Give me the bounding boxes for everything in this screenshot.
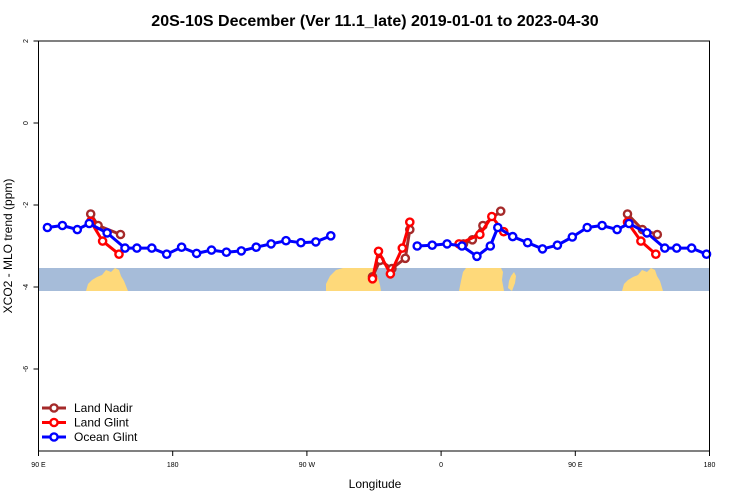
data-point	[651, 249, 661, 259]
data-point	[236, 246, 247, 256]
data-point	[507, 231, 518, 242]
data-point	[146, 243, 157, 253]
data-point	[296, 237, 306, 248]
y-axis: -6 -4 -2 0 2	[23, 39, 39, 372]
data-point	[636, 236, 646, 246]
x-tick-label: 90 W	[299, 462, 316, 469]
plot-frame	[38, 40, 710, 452]
y-axis-label: XCO2 - MLO trend (ppm)	[1, 179, 15, 314]
data-point	[495, 206, 506, 216]
data-point	[552, 240, 563, 250]
data-point	[404, 217, 415, 227]
series-2	[42, 218, 712, 262]
data-point	[597, 220, 607, 231]
data-point	[266, 239, 276, 249]
x-tick-label: 90 E	[31, 462, 46, 469]
data-point	[567, 232, 578, 242]
data-point	[72, 224, 83, 235]
data-point	[114, 249, 124, 259]
x-tick-label: 90 E	[568, 462, 583, 469]
data-point	[686, 243, 697, 253]
legend-label: Ocean Glint	[74, 430, 138, 444]
chart-title: 20S-10S December (Ver 11.1_late) 2019-01…	[151, 13, 599, 30]
data-point	[660, 243, 670, 253]
y-tick-label: 2	[23, 39, 30, 43]
data-point	[652, 229, 663, 240]
data-point	[427, 240, 438, 250]
x-tick-label: 180	[167, 462, 179, 469]
data-point	[42, 222, 53, 233]
data-point	[492, 222, 503, 233]
data-point	[457, 241, 467, 251]
legend-label: Land Nadir	[74, 401, 133, 415]
x-axis-label: Longitude	[349, 477, 402, 491]
data-point	[281, 235, 291, 246]
y-tick-label: 0	[23, 121, 30, 125]
data-point	[624, 218, 634, 229]
data-point	[397, 243, 408, 253]
data-point	[373, 246, 384, 257]
land-masses	[86, 268, 663, 291]
legend-item: Land Glint	[42, 416, 129, 430]
legend-item: Ocean Glint	[42, 430, 138, 444]
data-point	[132, 243, 142, 253]
data-point	[176, 242, 187, 252]
x-tick-label: 180	[704, 462, 716, 469]
land-australia-east	[622, 268, 663, 291]
data-point	[486, 211, 497, 222]
data-point	[582, 222, 593, 233]
data-point	[485, 241, 496, 251]
data-point	[472, 251, 482, 262]
y-tick-label: -2	[23, 202, 30, 208]
data-point	[206, 245, 217, 255]
data-point	[412, 241, 423, 251]
land-australia-west	[86, 268, 128, 291]
legend-swatch-marker	[49, 417, 59, 428]
data-point	[612, 224, 622, 235]
data-point	[325, 230, 336, 241]
data-point	[115, 229, 126, 240]
x-tick-label: 0	[439, 462, 443, 469]
data-point	[191, 248, 202, 259]
series-layer	[42, 206, 712, 284]
land-madagascar	[508, 272, 516, 291]
data-point	[57, 220, 68, 231]
data-point	[251, 242, 262, 252]
land-africa	[459, 268, 504, 291]
y-tick-label: -4	[23, 284, 30, 290]
legend-label: Land Glint	[74, 416, 129, 430]
x-axis: 90 E 180 90 W 0 90 E 180	[31, 451, 715, 469]
data-point	[102, 228, 112, 238]
data-point	[120, 243, 130, 253]
data-point	[537, 244, 548, 254]
data-point	[85, 209, 96, 219]
legend-swatch-marker	[49, 403, 59, 413]
land-south-america	[326, 268, 381, 291]
legend-swatch-marker	[49, 432, 59, 442]
y-tick-label: -6	[23, 366, 30, 372]
data-point	[475, 229, 485, 240]
data-point	[385, 269, 396, 279]
data-point	[701, 249, 712, 259]
data-point	[671, 243, 682, 253]
data-point	[367, 273, 378, 284]
data-point	[642, 228, 652, 238]
data-point	[522, 237, 533, 248]
data-point	[161, 249, 172, 259]
data-point	[442, 239, 452, 249]
data-point	[622, 209, 633, 219]
data-point	[310, 237, 321, 247]
data-point	[400, 253, 411, 264]
data-point	[221, 247, 232, 257]
data-point	[97, 236, 108, 246]
data-point	[84, 218, 94, 229]
legend-item: Land Nadir	[42, 401, 133, 415]
